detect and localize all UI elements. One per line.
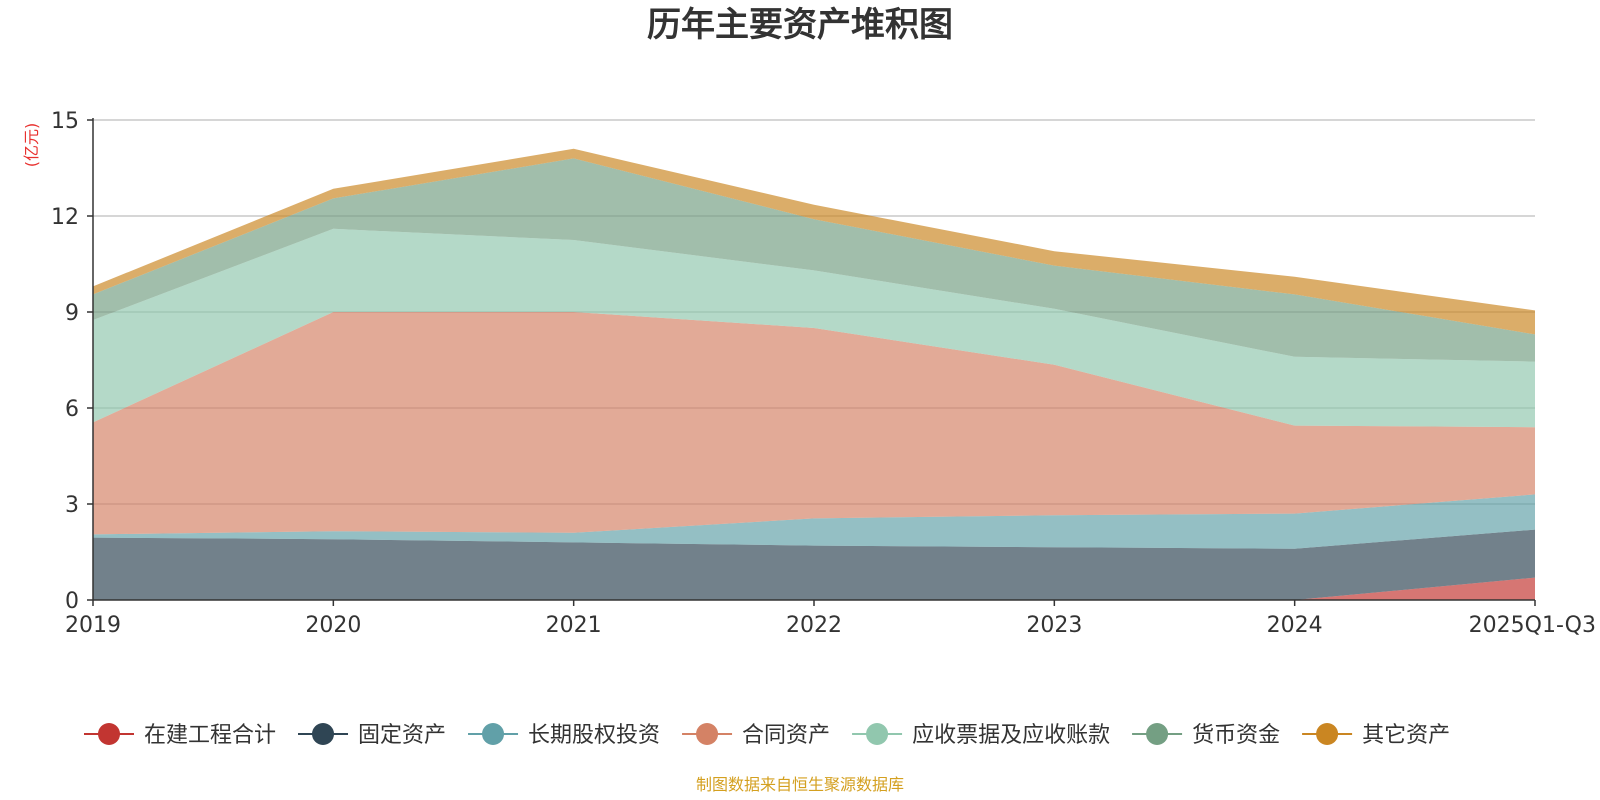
area-series-0 — [93, 577, 1535, 600]
x-tick-label-0: 2019 — [65, 613, 121, 638]
legend-marker-3 — [696, 723, 719, 745]
legend-marker-0 — [98, 723, 120, 745]
legend-label-5: 货币资金 — [1192, 723, 1280, 748]
legend-label-6: 其它资产 — [1362, 723, 1450, 748]
area-series-4 — [93, 228, 1535, 428]
area-series — [93, 148, 1535, 600]
legend-item-2[interactable]: 长期股权投资 — [468, 723, 660, 748]
x-tick-label-1: 2020 — [305, 613, 361, 638]
legend: 在建工程合计 固定资产 长期股权投资 合同资产 应收票据及应收账款 货币资金 其它资产 — [84, 723, 1450, 748]
legend-item-4[interactable]: 应收票据及应收账款 — [852, 723, 1110, 748]
legend-marker-4 — [866, 723, 889, 745]
x-tick-label-5: 2024 — [1267, 613, 1323, 638]
y-tick-label-15: 15 — [51, 109, 79, 134]
legend-item-0[interactable]: 在建工程合计 — [84, 723, 276, 748]
y-tick-label-12: 12 — [51, 205, 79, 230]
x-tick-label-4: 2023 — [1026, 613, 1082, 638]
area-series-2 — [93, 494, 1535, 549]
legend-marker-2 — [482, 723, 505, 745]
area-series-1 — [93, 529, 1535, 600]
legend-label-1: 固定资产 — [358, 723, 446, 748]
legend-marker-1 — [312, 723, 335, 745]
legend-item-5[interactable]: 货币资金 — [1132, 723, 1280, 748]
data-source-note: 制图数据来自恒生聚源数据库 — [696, 775, 904, 794]
chart-title: 历年主要资产堆积图 — [647, 5, 953, 45]
y-axis-unit-label: (亿元) — [22, 123, 41, 168]
legend-marker-6 — [1316, 723, 1339, 745]
legend-label-4: 应收票据及应收账款 — [912, 723, 1110, 748]
legend-item-6[interactable]: 其它资产 — [1302, 723, 1450, 748]
legend-label-0: 在建工程合计 — [144, 723, 276, 748]
y-tick-label-9: 9 — [65, 301, 79, 326]
legend-label-2: 长期股权投资 — [528, 723, 660, 748]
x-tick-label-2: 2021 — [546, 613, 602, 638]
area-series-5 — [93, 158, 1535, 362]
x-axis-ticks: 2019 2020 2021 2022 2023 2024 2025Q1-Q3 — [65, 600, 1596, 638]
area-series-3 — [93, 312, 1535, 535]
legend-item-3[interactable]: 合同资产 — [682, 723, 830, 748]
legend-label-3: 合同资产 — [742, 723, 830, 748]
y-tick-label-0: 0 — [65, 589, 79, 614]
y-tick-label-6: 6 — [65, 397, 79, 422]
y-tick-label-3: 3 — [65, 493, 79, 518]
legend-marker-5 — [1146, 723, 1169, 745]
legend-item-1[interactable]: 固定资产 — [298, 723, 446, 748]
y-axis-ticks: 0 3 6 9 12 15 — [51, 109, 93, 614]
x-tick-label-3: 2022 — [786, 613, 842, 638]
x-tick-label-6: 2025Q1-Q3 — [1469, 613, 1596, 638]
